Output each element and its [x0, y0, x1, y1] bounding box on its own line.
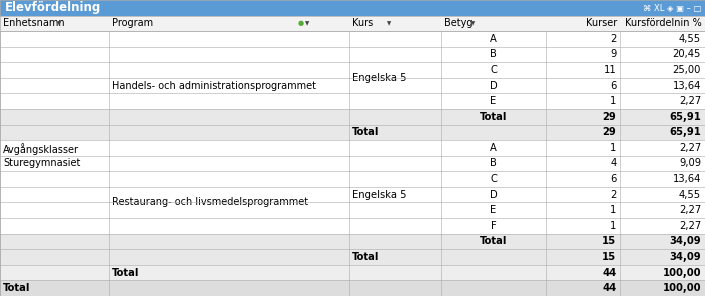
Text: 65,91: 65,91: [669, 127, 701, 137]
Text: A: A: [490, 34, 497, 44]
Text: 34,09: 34,09: [669, 237, 701, 247]
Bar: [0, 125, 705, 140]
Text: Program: Program: [112, 18, 154, 28]
Text: 1: 1: [610, 143, 616, 153]
Text: F: F: [491, 221, 496, 231]
Bar: [0, 46, 705, 62]
Text: Total: Total: [352, 127, 379, 137]
Text: Kursfördelnin %: Kursfördelnin %: [625, 18, 702, 28]
Text: 44: 44: [602, 283, 616, 293]
Text: Total: Total: [3, 283, 30, 293]
Text: Avgångsklasser
Sturegymnasiet: Avgångsklasser Sturegymnasiet: [3, 143, 80, 168]
Text: ▼: ▼: [57, 21, 61, 26]
Text: Kurs: Kurs: [352, 18, 373, 28]
Bar: [0, 140, 705, 156]
Bar: [0, 31, 705, 46]
Text: Restaurang- och livsmedelsprogrammet: Restaurang- och livsmedelsprogrammet: [112, 197, 308, 207]
Text: 29: 29: [603, 127, 616, 137]
Text: 100,00: 100,00: [663, 283, 701, 293]
Text: 4,55: 4,55: [679, 34, 701, 44]
Text: B: B: [490, 158, 497, 168]
Bar: [0, 16, 705, 31]
Text: 9,09: 9,09: [679, 158, 701, 168]
Bar: [0, 156, 705, 171]
Text: Total: Total: [480, 237, 507, 247]
Bar: [0, 234, 705, 249]
Text: 4: 4: [610, 158, 616, 168]
Text: 2,27: 2,27: [679, 221, 701, 231]
Text: C: C: [490, 65, 497, 75]
Bar: [0, 187, 705, 202]
Bar: [0, 0, 705, 16]
Bar: [0, 109, 705, 125]
Text: 44: 44: [602, 268, 616, 278]
Text: 15: 15: [602, 252, 616, 262]
Bar: [0, 218, 705, 234]
Text: 1: 1: [610, 221, 616, 231]
Bar: [0, 202, 705, 218]
Bar: [0, 249, 705, 265]
Text: E: E: [491, 205, 496, 215]
Text: D: D: [490, 81, 497, 91]
Text: B: B: [490, 49, 497, 59]
Text: C: C: [490, 174, 497, 184]
Text: ⌘ XL ◈ ▣ – □: ⌘ XL ◈ ▣ – □: [643, 4, 701, 12]
Text: Total: Total: [112, 268, 140, 278]
Text: 29: 29: [603, 112, 616, 122]
Text: 11: 11: [603, 65, 616, 75]
Text: 2,27: 2,27: [679, 205, 701, 215]
Text: E: E: [491, 96, 496, 106]
Bar: [0, 171, 705, 187]
Text: Engelska 5: Engelska 5: [352, 190, 407, 200]
Text: ●: ●: [298, 20, 303, 25]
Bar: [0, 78, 705, 93]
Text: 2: 2: [610, 190, 616, 200]
Bar: [0, 265, 705, 280]
Text: 1: 1: [610, 205, 616, 215]
Text: Enhetsnamn: Enhetsnamn: [3, 18, 65, 28]
Text: Betyg: Betyg: [443, 18, 472, 28]
Text: 65,91: 65,91: [669, 112, 701, 122]
Text: Total: Total: [480, 112, 507, 122]
Text: A: A: [490, 143, 497, 153]
Text: 4,55: 4,55: [679, 190, 701, 200]
Text: 2: 2: [610, 34, 616, 44]
Text: 1: 1: [610, 96, 616, 106]
Text: 13,64: 13,64: [673, 174, 701, 184]
Text: 2,27: 2,27: [679, 96, 701, 106]
Text: D: D: [490, 190, 497, 200]
Text: ▼: ▼: [305, 21, 309, 26]
Text: 100,00: 100,00: [663, 268, 701, 278]
Text: ▼: ▼: [387, 21, 391, 26]
Text: Total: Total: [352, 252, 379, 262]
Text: 20,45: 20,45: [673, 49, 701, 59]
Bar: [0, 93, 705, 109]
Text: 13,64: 13,64: [673, 81, 701, 91]
Text: 6: 6: [610, 174, 616, 184]
Text: 2,27: 2,27: [679, 143, 701, 153]
Text: Handels- och administrationsprogrammet: Handels- och administrationsprogrammet: [112, 81, 317, 91]
Text: ▼: ▼: [471, 21, 475, 26]
Text: 25,00: 25,00: [673, 65, 701, 75]
Text: Elevfördelning: Elevfördelning: [5, 1, 102, 15]
Text: Kurser: Kurser: [586, 18, 618, 28]
Text: 15: 15: [602, 237, 616, 247]
Bar: [0, 280, 705, 296]
Text: Engelska 5: Engelska 5: [352, 73, 407, 83]
Text: 6: 6: [610, 81, 616, 91]
Text: 34,09: 34,09: [669, 252, 701, 262]
Text: 9: 9: [610, 49, 616, 59]
Bar: [0, 62, 705, 78]
